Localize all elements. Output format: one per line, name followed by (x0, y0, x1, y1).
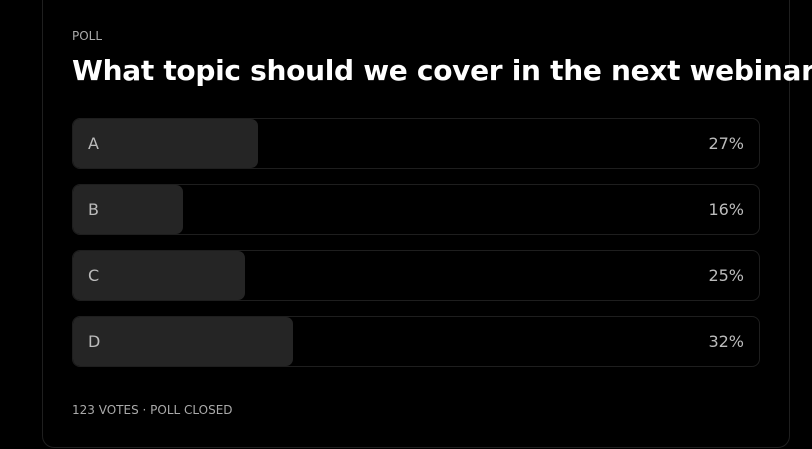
option-row: A 27% (72, 118, 760, 169)
option-label: C (88, 266, 100, 285)
option-percent: 32% (708, 332, 744, 351)
poll-question: What topic should we cover in the next w… (72, 54, 812, 87)
poll-label: POLL (72, 29, 103, 43)
option-percent: 25% (708, 266, 744, 285)
option-row: B 16% (72, 184, 760, 235)
option-label: D (88, 332, 101, 351)
option-bar (73, 251, 245, 300)
option-label: A (88, 134, 99, 153)
option-row: D 32% (72, 316, 760, 367)
option-bar (73, 185, 183, 234)
option-label: B (88, 200, 99, 219)
option-bar (73, 317, 293, 366)
option-percent: 16% (708, 200, 744, 219)
option-bar (73, 119, 259, 168)
option-percent: 27% (708, 134, 744, 153)
option-row: C 25% (72, 250, 760, 301)
poll-footer: 123 VOTES · POLL CLOSED (72, 403, 233, 417)
